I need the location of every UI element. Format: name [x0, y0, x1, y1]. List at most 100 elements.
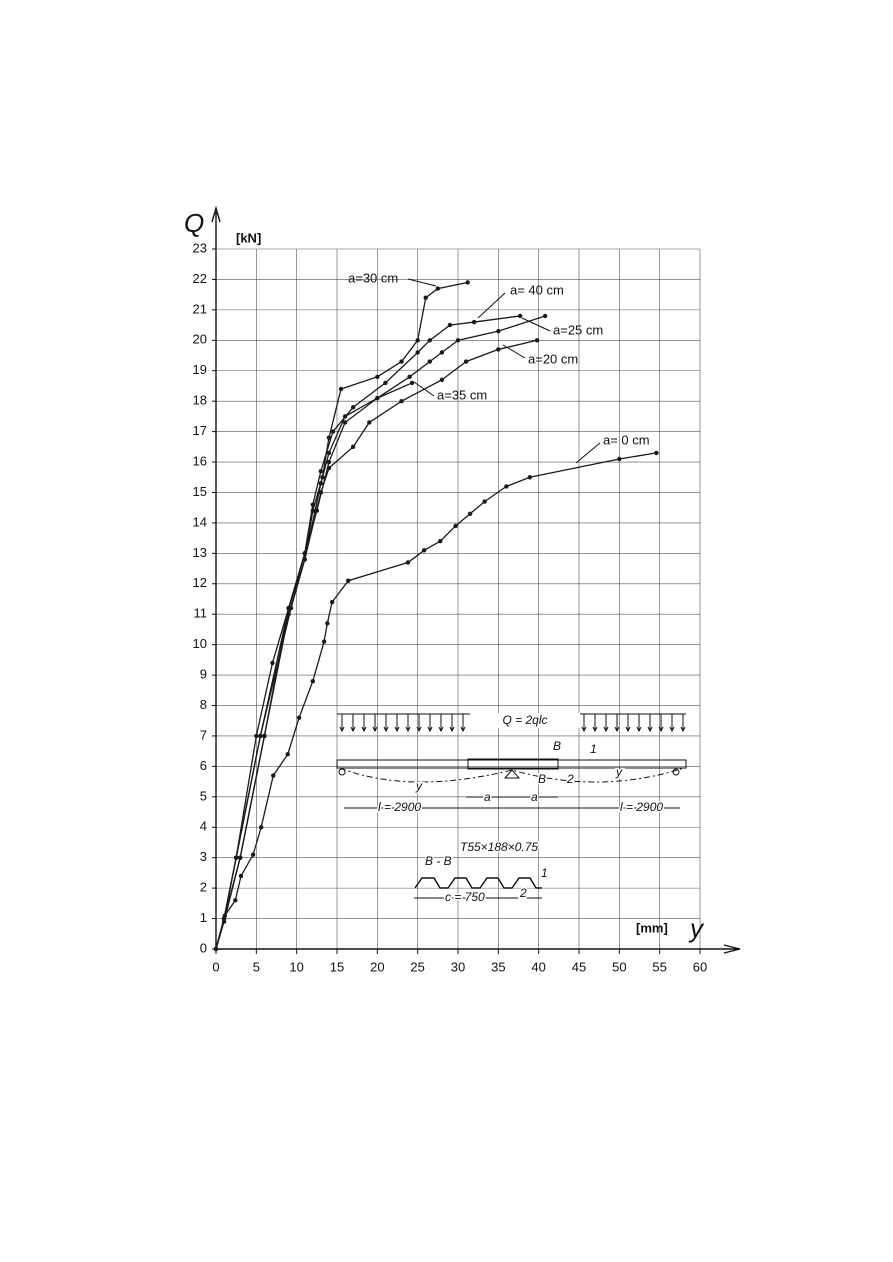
y-tick-label: 8	[200, 697, 207, 712]
leader	[477, 292, 506, 319]
x-axis-label: y	[688, 913, 705, 943]
point	[467, 511, 473, 516]
x-tick-label: 20	[370, 959, 384, 974]
support	[503, 769, 521, 779]
point	[330, 429, 336, 434]
y-tick-label: 21	[193, 301, 207, 316]
point	[463, 359, 469, 364]
series-label: a=25 cm	[553, 322, 603, 337]
point	[399, 359, 404, 364]
point	[350, 405, 356, 410]
inset-label: 1	[541, 866, 548, 880]
point	[415, 350, 420, 355]
point	[285, 752, 290, 757]
y-tick-label: 6	[200, 758, 207, 773]
y-tick-label: 13	[193, 545, 207, 560]
point	[250, 852, 256, 857]
series-label: a=35 cm	[437, 387, 487, 402]
y-tick-label: 9	[200, 667, 207, 682]
inset-label: a	[484, 790, 491, 804]
lap-zone	[467, 758, 559, 770]
series-line	[215, 315, 521, 950]
point	[238, 855, 243, 860]
y-tick-label: 16	[193, 453, 207, 468]
point	[329, 599, 335, 605]
inset-label: l = 2900	[620, 800, 663, 814]
x-tick-label: 35	[491, 959, 505, 974]
point	[271, 773, 276, 778]
inset-label: T55×188×0.75	[460, 840, 538, 854]
series-label: a=20 cm	[528, 351, 578, 366]
load-arrow	[581, 714, 587, 733]
y-tick-label: 1	[200, 910, 207, 925]
point	[409, 380, 415, 386]
point	[438, 538, 443, 544]
load-arrow	[394, 714, 400, 733]
inset-label: y	[615, 765, 623, 779]
load-arrow	[636, 714, 642, 733]
load-arrow	[669, 714, 675, 733]
inset-label: Q = 2qlc	[502, 713, 547, 727]
profile	[414, 877, 542, 889]
load-arrow	[658, 714, 664, 733]
x-tick-label: 30	[451, 959, 465, 974]
point	[326, 459, 332, 465]
y-axis-label: Q	[184, 208, 204, 238]
inset-label: B	[553, 739, 561, 753]
point	[213, 946, 219, 952]
load-arrow	[449, 714, 455, 733]
point	[233, 855, 239, 860]
leader	[407, 278, 437, 287]
load-arrow	[647, 714, 653, 733]
inset-label: B - B	[425, 854, 452, 868]
point	[222, 913, 228, 918]
load-arrow	[405, 714, 411, 733]
point	[517, 313, 523, 319]
x-unit: [mm]	[636, 920, 668, 935]
point	[367, 420, 372, 425]
x-tick-label: 15	[330, 959, 344, 974]
x-tick-label: 55	[652, 959, 666, 974]
y-tick-label: 20	[193, 332, 207, 347]
inset-label: a	[531, 790, 538, 804]
y-tick-label: 4	[200, 819, 207, 834]
series-label: a= 40 cm	[510, 282, 564, 297]
point	[233, 898, 238, 903]
inset-label: y	[415, 779, 423, 793]
point	[318, 468, 324, 474]
leader	[502, 344, 526, 359]
load-arrow	[460, 714, 466, 733]
point	[254, 733, 259, 739]
point	[496, 328, 501, 334]
point	[617, 456, 622, 462]
point	[238, 873, 244, 879]
x-tick-label: 5	[253, 959, 260, 974]
load-arrow	[339, 714, 345, 733]
x-tick-label: 45	[572, 959, 586, 974]
point	[338, 386, 344, 392]
y-tick-label: 10	[193, 636, 207, 651]
load-arrow	[625, 714, 631, 733]
series-line	[215, 281, 468, 950]
support	[672, 768, 680, 776]
point	[427, 338, 432, 343]
point	[455, 338, 461, 343]
inset-label: 2	[519, 886, 527, 900]
point	[310, 502, 315, 507]
point	[542, 313, 548, 319]
y-tick-label: 7	[200, 727, 207, 742]
load-arrow	[416, 714, 422, 733]
load-arrow	[614, 714, 620, 733]
series-line	[215, 382, 413, 950]
x-tick-label: 60	[693, 959, 707, 974]
point	[258, 733, 263, 739]
load-arrow	[592, 714, 598, 733]
label-box	[470, 713, 580, 728]
inset-label: l = 2900	[378, 800, 421, 814]
point	[423, 295, 428, 300]
point	[296, 715, 302, 720]
point	[318, 481, 324, 486]
beam	[336, 759, 687, 769]
point	[350, 444, 356, 450]
